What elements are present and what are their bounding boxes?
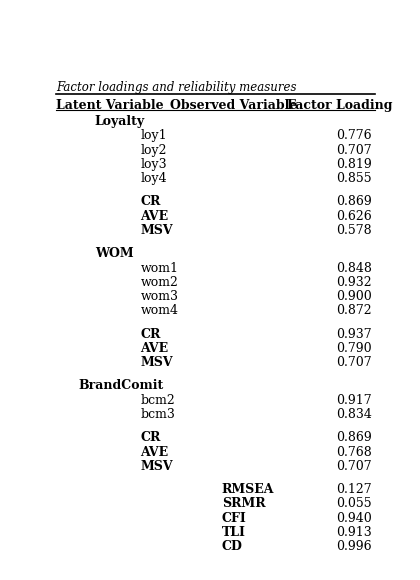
Text: MSV: MSV bbox=[140, 460, 173, 473]
Text: MSV: MSV bbox=[140, 356, 173, 369]
Text: 0.819: 0.819 bbox=[336, 158, 371, 171]
Text: 0.913: 0.913 bbox=[336, 526, 371, 539]
Text: Factor loadings and reliability measures: Factor loadings and reliability measures bbox=[56, 81, 296, 94]
Text: CR: CR bbox=[140, 195, 161, 208]
Text: 0.932: 0.932 bbox=[336, 276, 371, 289]
Text: 0.707: 0.707 bbox=[336, 144, 371, 157]
Text: 0.900: 0.900 bbox=[336, 290, 371, 303]
Text: 0.937: 0.937 bbox=[336, 328, 371, 340]
Text: CD: CD bbox=[222, 540, 243, 553]
Text: loy1: loy1 bbox=[140, 129, 167, 142]
Text: CR: CR bbox=[140, 432, 161, 444]
Text: bcm2: bcm2 bbox=[140, 394, 175, 407]
Text: Observed Variable: Observed Variable bbox=[170, 99, 297, 113]
Text: 0.940: 0.940 bbox=[336, 512, 371, 525]
Text: Loyalty: Loyalty bbox=[95, 115, 145, 128]
Text: CR: CR bbox=[140, 328, 161, 340]
Text: 0.578: 0.578 bbox=[336, 224, 371, 237]
Text: AVE: AVE bbox=[140, 342, 168, 355]
Text: 0.776: 0.776 bbox=[336, 129, 371, 142]
Text: Factor Loading: Factor Loading bbox=[287, 99, 392, 113]
Text: 0.626: 0.626 bbox=[336, 210, 371, 223]
Text: wom4: wom4 bbox=[140, 304, 178, 317]
Text: 0.917: 0.917 bbox=[336, 394, 371, 407]
Text: 0.055: 0.055 bbox=[336, 498, 371, 510]
Text: 0.855: 0.855 bbox=[336, 172, 371, 185]
Text: AVE: AVE bbox=[140, 445, 168, 459]
Text: AVE: AVE bbox=[140, 210, 168, 223]
Text: 0.707: 0.707 bbox=[336, 460, 371, 473]
Text: 0.848: 0.848 bbox=[336, 262, 372, 274]
Text: MSV: MSV bbox=[140, 224, 173, 237]
Text: 0.707: 0.707 bbox=[336, 356, 371, 369]
Text: SRMR: SRMR bbox=[222, 498, 265, 510]
Text: 0.790: 0.790 bbox=[336, 342, 371, 355]
Text: CFI: CFI bbox=[222, 512, 247, 525]
Text: bcm3: bcm3 bbox=[140, 408, 175, 421]
Text: Latent Variable: Latent Variable bbox=[56, 99, 163, 113]
Text: loy3: loy3 bbox=[140, 158, 167, 171]
Text: loy4: loy4 bbox=[140, 172, 167, 185]
Text: 0.872: 0.872 bbox=[336, 304, 371, 317]
Text: BrandComit: BrandComit bbox=[79, 379, 164, 393]
Text: 0.127: 0.127 bbox=[336, 483, 371, 496]
Text: 0.869: 0.869 bbox=[336, 195, 371, 208]
Text: 0.768: 0.768 bbox=[336, 445, 371, 459]
Text: TLI: TLI bbox=[222, 526, 246, 539]
Text: loy2: loy2 bbox=[140, 144, 167, 157]
Text: 0.996: 0.996 bbox=[336, 540, 371, 553]
Text: 0.869: 0.869 bbox=[336, 432, 371, 444]
Text: wom1: wom1 bbox=[140, 262, 178, 274]
Text: wom3: wom3 bbox=[140, 290, 178, 303]
Text: WOM: WOM bbox=[95, 247, 134, 260]
Text: 0.834: 0.834 bbox=[336, 408, 372, 421]
Text: wom2: wom2 bbox=[140, 276, 178, 289]
Text: RMSEA: RMSEA bbox=[222, 483, 274, 496]
